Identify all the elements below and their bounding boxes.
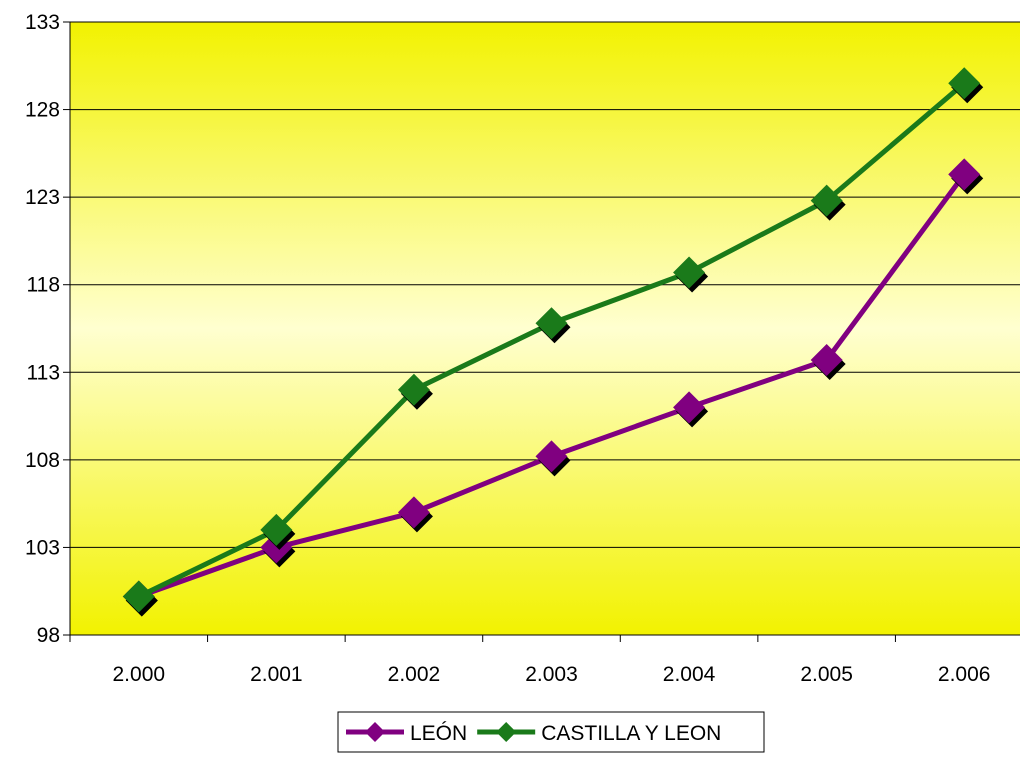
- data-point: [397, 373, 430, 406]
- axes: [63, 21, 1020, 642]
- data-point: [397, 496, 430, 529]
- y-tick-label: 108: [25, 449, 60, 472]
- series-1: [122, 67, 984, 617]
- x-tick-label: 2.006: [938, 663, 991, 686]
- y-tick-label: 98: [37, 624, 60, 647]
- y-tick-label: 118: [27, 274, 60, 297]
- data-point: [810, 344, 843, 377]
- data-point: [535, 440, 568, 473]
- data-point: [673, 256, 706, 289]
- legend-label: LEÓN: [410, 722, 467, 745]
- data-point: [535, 307, 568, 340]
- data-point: [122, 580, 155, 613]
- x-tick-label: 2.004: [663, 663, 716, 686]
- y-tick-label: 113: [27, 361, 60, 384]
- legend: LEÓN CASTILLA Y LEON: [337, 711, 765, 753]
- data-point: [673, 391, 706, 424]
- data-point: [948, 67, 981, 100]
- x-tick-label: 2.002: [388, 663, 441, 686]
- x-tick-label: 2.005: [800, 663, 853, 686]
- x-tick-label: 2.001: [250, 663, 303, 686]
- legend-box: [337, 711, 765, 753]
- legend-item: LEÓN: [346, 722, 467, 745]
- legend-label: CASTILLA Y LEON: [541, 722, 721, 745]
- y-tick-label: 128: [25, 99, 60, 122]
- y-tick-label: 123: [25, 186, 60, 209]
- y-tick-label: 133: [25, 11, 60, 34]
- x-tick-label: 2.003: [525, 663, 578, 686]
- y-axis-tick-labels: 98 103 108 113 118 123 128 133: [25, 11, 60, 647]
- series-layer: [122, 67, 984, 617]
- x-tick-label: 2.000: [113, 663, 166, 686]
- data-point: [948, 158, 981, 191]
- legend-swatch-marker: [365, 722, 385, 742]
- x-axis-tick-labels: 2.000 2.001 2.002 2.003 2.004 2.005 2.006: [113, 663, 991, 686]
- y-tick-label: 103: [25, 536, 60, 559]
- legend-swatch-marker: [496, 722, 517, 742]
- data-point: [260, 513, 293, 546]
- data-point: [810, 184, 843, 217]
- legend-item: CASTILLA Y LEON: [477, 722, 721, 745]
